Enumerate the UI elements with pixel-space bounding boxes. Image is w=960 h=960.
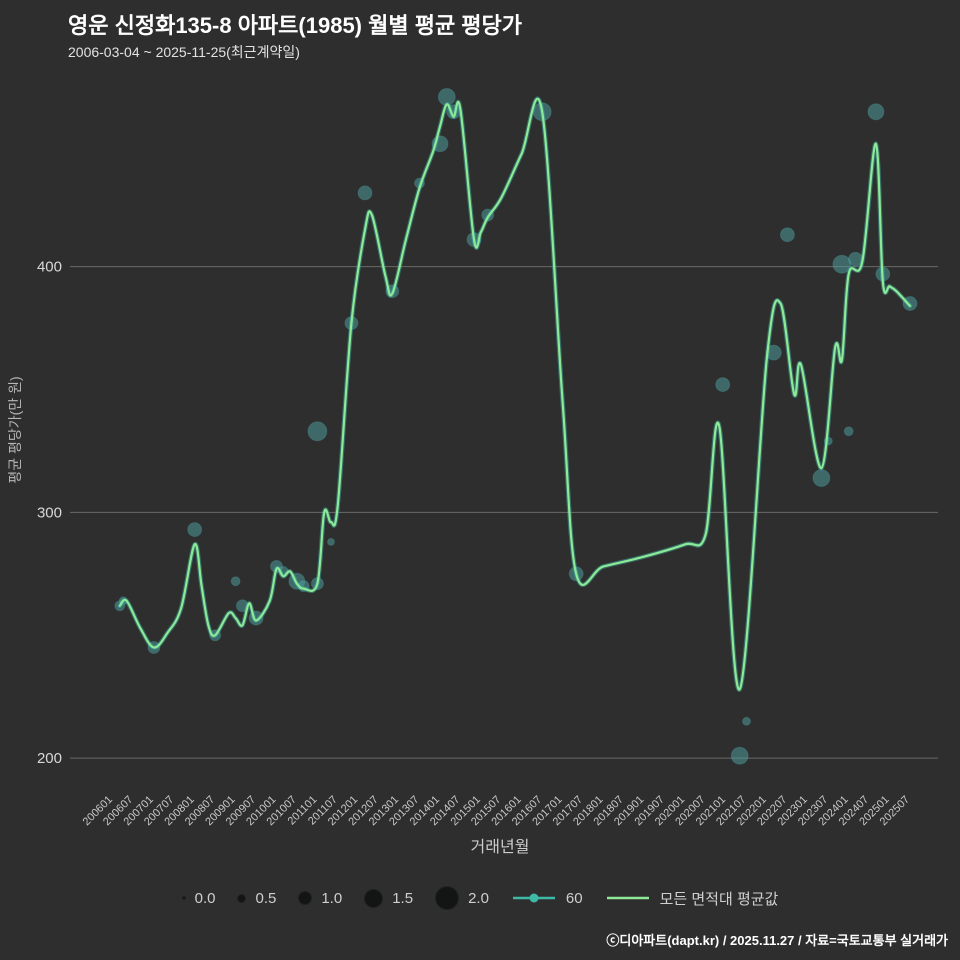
legend-size-label: 0.5 [255, 889, 277, 907]
legend-size-label: 1.5 [392, 889, 414, 907]
price-bubble [730, 746, 749, 765]
price-bubble [812, 469, 831, 487]
legend-size-dot [237, 893, 247, 903]
legend-size-label: 2.0 [468, 889, 489, 907]
price-bubble [327, 537, 335, 546]
legend-size-label: 1.0 [321, 889, 343, 907]
price-bubble [902, 296, 918, 311]
legend-size-dot [298, 891, 313, 905]
legend-size-dot [364, 888, 384, 908]
price-bubble [867, 103, 885, 121]
x-axis-title: 거래년월 [471, 838, 530, 856]
price-bubble [779, 227, 795, 243]
price-bubble [230, 576, 241, 587]
legend-size-item: 2.0 [435, 886, 489, 910]
legend-size-item: 0.5 [237, 890, 276, 907]
legend-size-dot [435, 886, 460, 910]
y-axis-title: 평균 평당가(만 원) [7, 376, 23, 483]
price-bubble [357, 185, 373, 201]
date-range-subtitle: 2006-03-04 ~ 2025-11-25(최근계약일) [68, 44, 300, 60]
y-tick-label: 400 [37, 259, 62, 276]
legend-line-swatch [606, 896, 649, 900]
legend-line-swatch [512, 893, 555, 903]
price-bubble [715, 377, 731, 393]
legend-size-item: 0.0 [181, 889, 216, 907]
page-title: 영운 신정화135-8 아파트(1985) 월별 평균 평당가 [68, 13, 523, 38]
legend-series-label: 모든 면적대 평균값 [659, 890, 779, 908]
legend-size-label: 0.0 [194, 889, 216, 907]
legend-size-item: 1.0 [298, 890, 342, 907]
legend-series-60[interactable]: 60 [511, 889, 583, 907]
legend-series-label: 60 [565, 889, 583, 907]
series-line-average [118, 97, 912, 691]
price-bubble [843, 426, 854, 437]
series-legend: 60 모든 면적대 평균값 [511, 888, 778, 909]
y-tick-label: 200 [37, 750, 62, 767]
chart-legend: 0.0 0.5 1.0 1.5 2.0 60 모든 면적대 평균값 [0, 886, 960, 910]
price-bubble [187, 522, 203, 538]
price-bubble [307, 421, 328, 442]
legend-series-average[interactable]: 모든 면적대 평균값 [605, 888, 779, 909]
legend-size-item: 1.5 [364, 888, 414, 908]
price-bubble [765, 344, 782, 361]
price-bubble [742, 716, 751, 726]
source-credit: ⓒ디아파트(dapt.kr) / 2025.11.27 / 자료=국토교통부 실… [606, 933, 948, 948]
bubble-size-legend: 0.0 0.5 1.0 1.5 2.0 [181, 886, 489, 910]
y-tick-label: 300 [37, 504, 62, 521]
legend-size-dot [181, 896, 186, 900]
